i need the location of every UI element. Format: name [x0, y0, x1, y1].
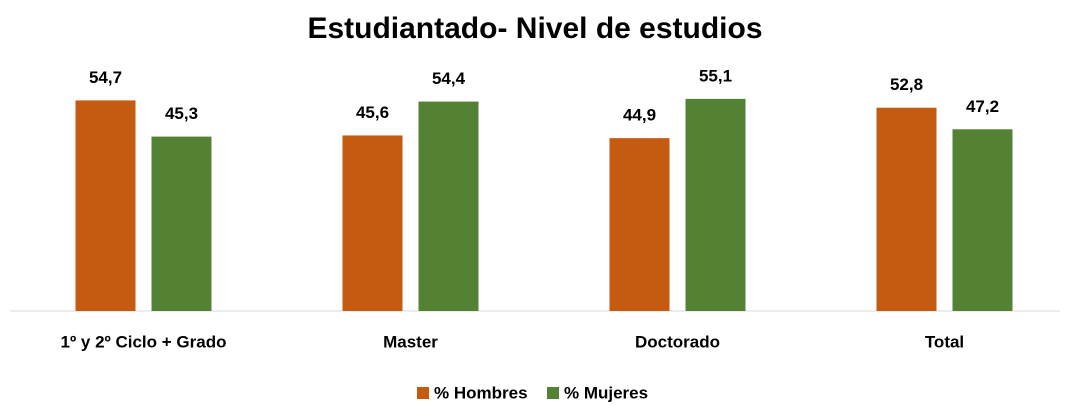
legend-swatch: [547, 387, 559, 399]
data-label: 45,6: [356, 103, 389, 122]
x-tick-label: 1º y 2º Ciclo + Grado: [61, 332, 227, 351]
legend-label: % Mujeres: [564, 383, 648, 402]
bar: [876, 107, 937, 311]
bar: [609, 138, 670, 311]
chart-title: Estudiantado- Nivel de estudios: [307, 12, 762, 45]
bar: [75, 100, 136, 311]
data-label: 45,3: [165, 104, 198, 123]
legend-label: % Hombres: [434, 383, 528, 402]
data-label: 52,8: [890, 75, 923, 94]
bar: [342, 135, 403, 311]
data-label: 54,4: [432, 69, 466, 88]
data-label: 54,7: [89, 68, 122, 87]
x-tick-label: Doctorado: [635, 332, 720, 351]
bar: [952, 129, 1013, 311]
bar: [151, 136, 212, 311]
bar: [685, 98, 746, 312]
legend-swatch: [417, 387, 429, 399]
data-label: 44,9: [623, 106, 656, 125]
x-tick-label: Total: [925, 332, 964, 351]
bar: [418, 101, 479, 311]
x-tick-label: Master: [383, 332, 438, 351]
data-label: 47,2: [966, 97, 999, 116]
data-label: 55,1: [699, 66, 732, 85]
